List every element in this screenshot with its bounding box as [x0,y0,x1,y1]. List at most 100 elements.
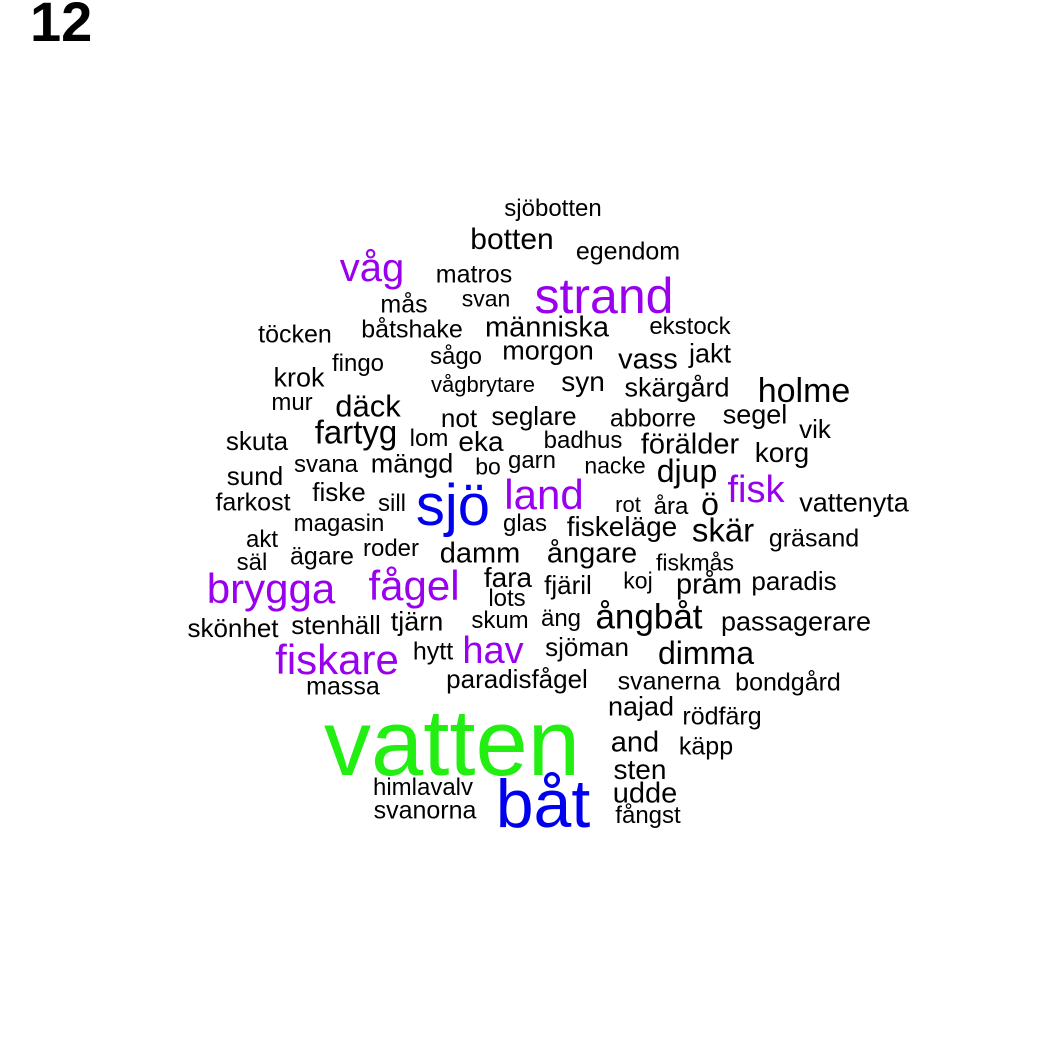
word-abborre: abborre [609,404,697,433]
word-skonhet: skönhet [187,613,279,643]
word-krok: krok [273,362,325,393]
word-fjaril: fjäril [544,570,592,600]
word-bondgard: bondgård [735,668,841,697]
word-dimma: dimma [657,635,755,671]
word-pram: pråm [675,568,743,601]
word-land: land [504,471,584,518]
word-fangst: fångst [615,802,681,829]
word-o: ö [701,486,719,522]
word-nacke: nacke [584,452,646,479]
word-skar: skär [691,511,755,549]
word-fara: fara [483,562,533,593]
word-foralder: förälder [640,428,740,461]
panel-label: 12 [30,0,93,53]
word-bo: bo [475,453,501,480]
word-korg: korg [754,437,810,468]
word-kapp: käpp [678,732,734,761]
word-fiskmas: fiskmås [656,549,734,576]
word-paradisfagel: paradisfågel [446,664,588,694]
word-ekstock: ekstock [649,313,731,340]
word-svana: svana [293,451,359,478]
word-segel: segel [722,399,788,430]
word-manniska: människa [484,311,610,344]
word-grasand: gräsand [768,524,860,553]
word-botten: botten [470,223,554,256]
word-jakt: jakt [688,338,732,369]
word-garn: garn [507,447,557,474]
word-syn: syn [561,366,605,397]
word-sten: sten [613,754,667,785]
word-fiskelage: fiskeläge [566,511,678,542]
word-agare: ägare [290,542,354,571]
word-angare: ångare [546,537,638,570]
word-paradis: paradis [751,566,837,596]
word-strand: strand [534,268,674,324]
word-tjarn: tjärn [390,606,444,637]
word-koj: koj [623,567,653,594]
word-holme: holme [757,372,851,410]
word-glas: glas [502,510,548,537]
word-svanerna: svanerna [617,667,721,696]
word-dack: däck [335,388,401,424]
word-skargard: skärgård [624,372,730,403]
word-badhus: badhus [543,427,623,454]
word-svanorna: svanorna [373,796,477,825]
word-vass: vass [618,343,678,376]
word-and: and [610,726,660,759]
word-seglare: seglare [491,401,577,431]
word-sjo: sjö [415,473,491,538]
word-udde: udde [612,777,678,810]
word-bat: båt [495,766,591,842]
word-vik: vik [799,414,831,444]
word-fingo: fingo [331,350,385,377]
word-batshake: båtshake [361,315,463,344]
word-mangd: mängd [370,448,454,479]
word-vattenyta: vattenyta [799,487,909,518]
word-roder: roder [362,535,420,562]
word-sjobotten: sjöbotten [504,195,602,222]
word-djup: djup [656,453,718,489]
word-brygga: brygga [206,565,336,612]
word-vagbrytare: vågbrytare [431,372,535,397]
word-fiskare: fiskare [275,636,399,683]
word-matros: matros [435,260,513,289]
word-najad: najad [607,691,675,722]
word-fisk: fisk [727,469,785,511]
word-rodfarg: rödfärg [682,702,762,731]
word-magasin: magasin [293,510,385,537]
word-vag: våg [339,246,405,290]
word-hav: hav [462,630,524,672]
word-skuta: skuta [225,426,289,456]
word-stenhall: stenhäll [291,610,381,640]
word-akt: akt [245,526,279,553]
word-angbat: ångbåt [595,597,703,637]
word-tocken: töcken [258,320,332,349]
word-massa: massa [306,672,380,701]
word-damm: damm [439,537,521,570]
word-himlavalv: himlavalv [372,774,474,801]
word-eka: eka [458,426,504,457]
word-passagerare: passagerare [720,606,872,637]
word-fartyg: fartyg [314,413,398,451]
word-mas: mås [380,290,428,319]
word-svan: svan [461,285,511,312]
word-ang: äng [540,605,582,632]
word-sjoman: sjöman [545,632,629,662]
word-sal: säl [236,549,268,576]
word-fagel: fågel [368,562,460,609]
word-ara: åra [653,493,689,520]
word-hytt: hytt [412,637,454,666]
word-sago: sågo [429,343,483,370]
word-fiske: fiske [312,477,366,507]
word-not: not [440,403,478,433]
word-egendom: egendom [575,237,681,266]
word-sund: sund [226,461,284,491]
word-skum: skum [471,607,529,634]
word-vatten: vatten [323,690,581,795]
word-rot: rot [615,492,641,517]
word-lots: lots [488,585,526,612]
word-morgon: morgon [502,335,594,366]
word-farkost: farkost [215,488,291,517]
word-lom: lom [409,425,449,452]
